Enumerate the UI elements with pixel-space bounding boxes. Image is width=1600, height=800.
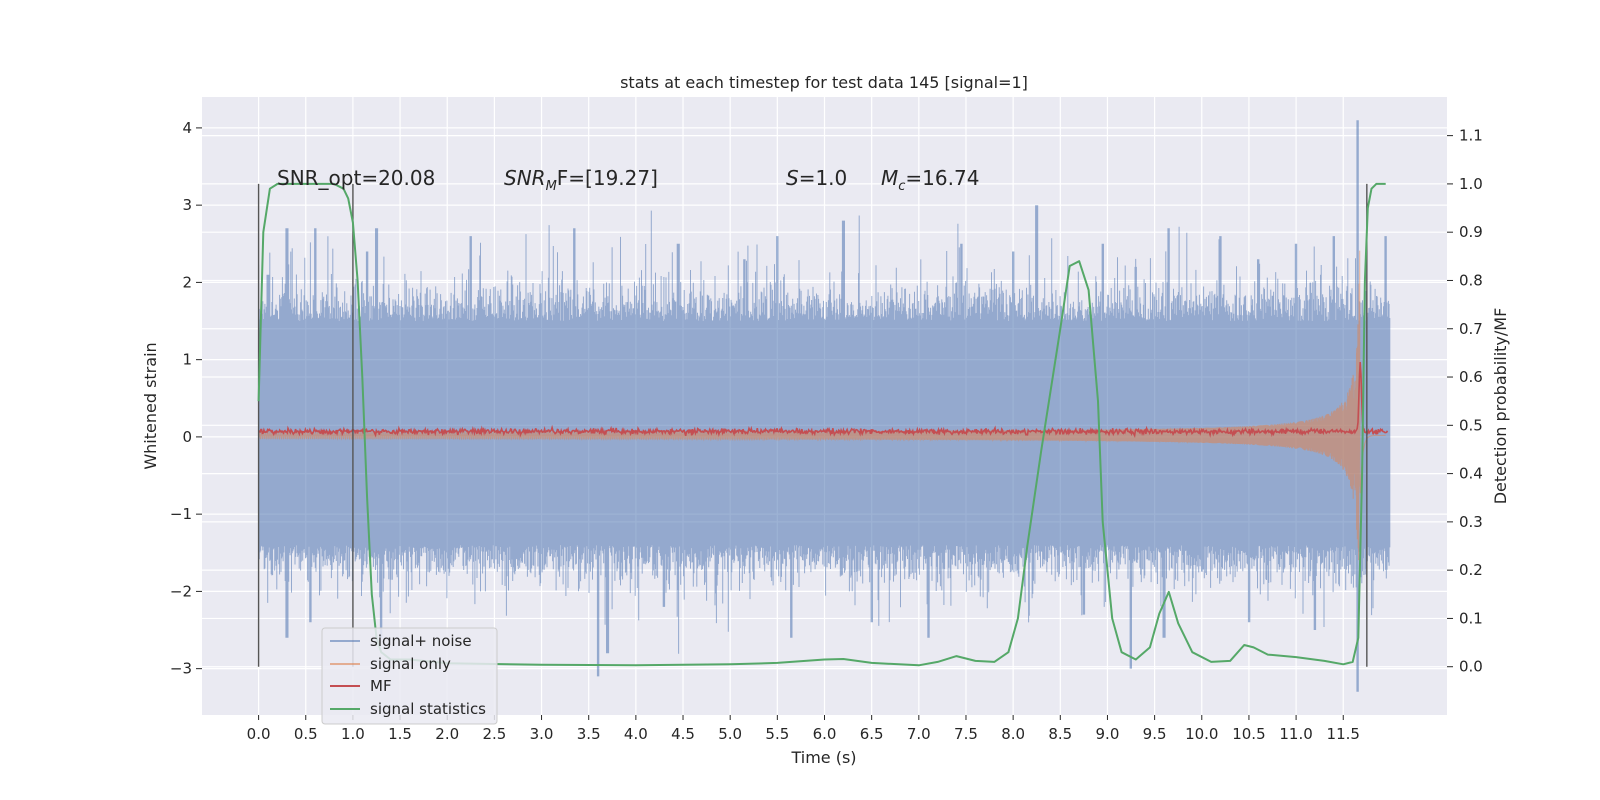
- y-tick-label: −2: [170, 582, 192, 600]
- y-axis-title: Whitened strain: [141, 342, 160, 469]
- legend-label-mf: MF: [370, 677, 392, 695]
- x-tick-label: 6.5: [860, 725, 884, 743]
- mf-trace: [257, 361, 1389, 438]
- x-tick-label: 5.5: [765, 725, 789, 743]
- legend-box: [321, 627, 498, 725]
- y2-tick-label: 0.1: [1459, 609, 1483, 627]
- x-tick-label: 3.5: [577, 725, 601, 743]
- chart-title: stats at each timestep for test data 145…: [620, 73, 1028, 92]
- y2-tick-label: 0.7: [1459, 320, 1483, 338]
- x-tick-label: 10.0: [1185, 725, 1218, 743]
- x-tick-label: 4.5: [671, 725, 695, 743]
- legend-item-mf: MF: [330, 677, 392, 695]
- annotation-snr-mf: SNRMF=[19.27]: [504, 166, 658, 194]
- x-tick-label: 1.5: [388, 725, 412, 743]
- legend-label-signal-only: signal only: [370, 655, 451, 673]
- annotation-s-var: S: [786, 166, 799, 190]
- x-tick-label: 8.0: [1001, 725, 1025, 743]
- y2-tick-label: 0.2: [1459, 561, 1483, 579]
- y2-tick-label: 0.9: [1459, 223, 1483, 241]
- annotation-mc-sub: c: [898, 179, 905, 194]
- vertical-markers: [257, 183, 1368, 667]
- x-tick-label: 9.5: [1143, 725, 1167, 743]
- x-axis-title: Time (s): [790, 748, 856, 767]
- annotation-snr-opt: SNR_opt=20.08: [277, 166, 435, 190]
- series-signal-statistics: [257, 182, 1386, 667]
- y-tick-label: 2: [182, 273, 192, 291]
- y2-tick-label: 0.5: [1459, 416, 1483, 434]
- x-tick-label: 1.0: [341, 725, 365, 743]
- x-tick-label: 9.0: [1096, 725, 1120, 743]
- annotation-mc: Mc=16.74: [881, 166, 979, 194]
- x-tick-label: 7.5: [954, 725, 978, 743]
- annotation-snr-mf-rest: F=[19.27]: [557, 166, 658, 190]
- series-mf: [257, 361, 1389, 438]
- x-tick-label: 0.5: [294, 725, 318, 743]
- x-tick-label: 2.0: [435, 725, 459, 743]
- y2-tick-label: 0.0: [1459, 658, 1483, 676]
- legend-item-signal-only: signal only: [330, 655, 451, 673]
- x-tick-label: 3.0: [530, 725, 554, 743]
- y-tick-label: 1: [182, 351, 192, 369]
- y2-ticks: 0.0 0.1 0.2 0.3 0.4 0.5 0.6 0.7 0.8 0.9 1.0 1.1: [1447, 127, 1483, 676]
- x-tick-label: 10.5: [1232, 725, 1265, 743]
- y2-tick-label: 0.3: [1459, 513, 1483, 531]
- annotations: SNR_opt=20.08 SNRMF=[19.27] S=1.0 Mc=16.…: [277, 166, 979, 194]
- y2-tick-label: 1.0: [1459, 175, 1483, 193]
- y2-tick-label: 1.1: [1459, 127, 1483, 145]
- y-tick-label: 3: [182, 196, 192, 214]
- x-tick-label: 5.0: [718, 725, 742, 743]
- y-tick-label: 0: [182, 428, 192, 446]
- y2-tick-label: 0.8: [1459, 271, 1483, 289]
- legend-item-signal-noise: signal+ noise: [330, 632, 472, 650]
- y2-axis-title: Detection probability/MF: [1491, 308, 1510, 505]
- legend-label-signal-statistics: signal statistics: [370, 700, 486, 718]
- annotation-s: S=1.0: [786, 166, 847, 190]
- legend-item-signal-statistics: signal statistics: [330, 700, 486, 718]
- x-tick-label: 6.0: [813, 725, 837, 743]
- x-tick-label: 11.0: [1279, 725, 1312, 743]
- x-tick-label: 7.0: [907, 725, 931, 743]
- legend: signal+ noise signal only MF signal stat…: [321, 627, 498, 725]
- x-ticks: 0.0 0.5 1.0 1.5 2.0 2.5 3.0 3.5 4.0 4.5 5.0 5.5 6.0 6…: [247, 715, 1360, 743]
- y-tick-label: 4: [182, 119, 192, 137]
- y-ticks: −3 −2 −1 0 1 2 3 4: [170, 119, 202, 678]
- annotation-s-val: =1.0: [799, 166, 848, 190]
- annotation-snr-mf-base: SNR: [504, 166, 546, 190]
- x-tick-label: 4.0: [624, 725, 648, 743]
- statistics-trace: [257, 182, 1386, 667]
- annotation-mc-var: M: [881, 166, 898, 190]
- x-tick-label: 0.0: [247, 725, 271, 743]
- legend-label-signal-noise: signal+ noise: [370, 632, 472, 650]
- x-tick-label: 8.5: [1048, 725, 1072, 743]
- x-tick-label: 11.5: [1327, 725, 1360, 743]
- y-tick-label: −1: [170, 505, 192, 523]
- x-tick-label: 2.5: [482, 725, 506, 743]
- y-tick-label: −3: [170, 660, 192, 678]
- annotation-mc-val: =16.74: [905, 166, 979, 190]
- y2-tick-label: 0.6: [1459, 368, 1483, 386]
- y2-tick-label: 0.4: [1459, 465, 1483, 483]
- annotation-snr-mf-sub: M: [546, 179, 557, 194]
